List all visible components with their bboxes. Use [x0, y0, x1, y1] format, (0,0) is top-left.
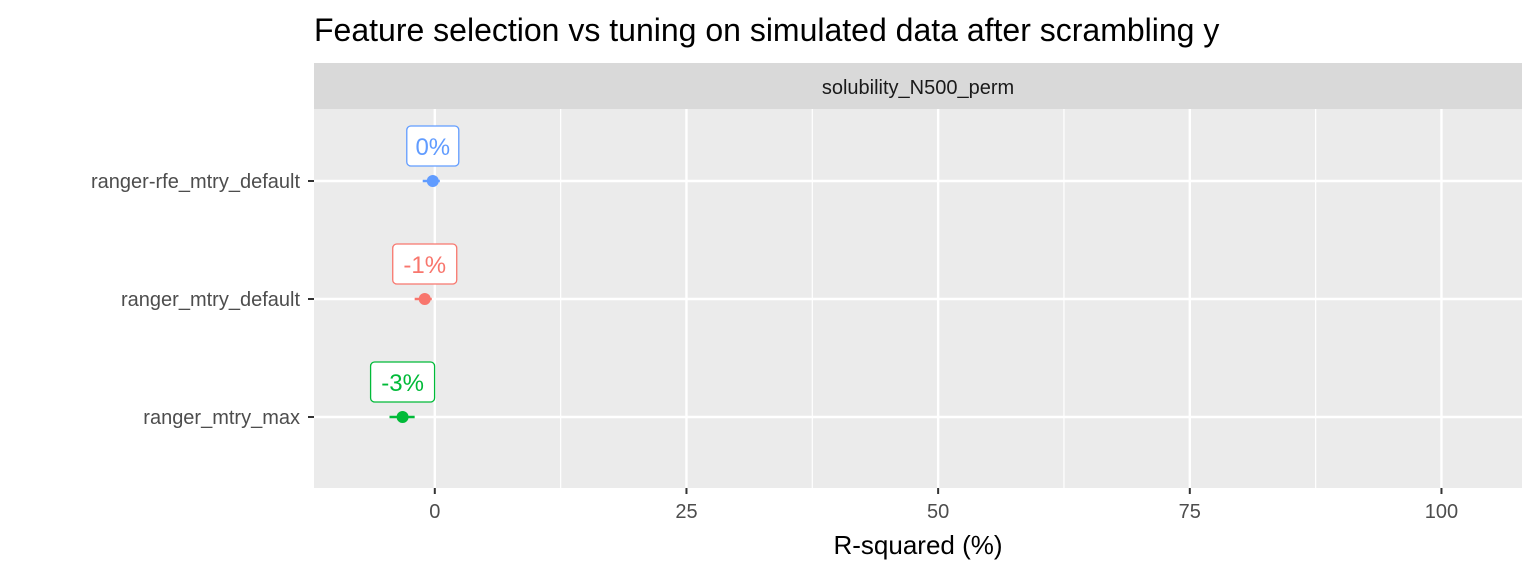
data-point	[426, 175, 439, 187]
x-tick-label: 25	[675, 501, 697, 523]
data-label: -3%	[381, 370, 424, 397]
data-label-box	[406, 125, 460, 167]
x-tick-label: 75	[1179, 501, 1201, 523]
y-axis: ranger-rfe_mtry_default ranger_mtry_defau…	[91, 171, 314, 429]
data-point	[418, 293, 431, 305]
data-label-box	[369, 361, 436, 403]
chart-title: Feature selection vs tuning on simulated…	[314, 12, 1219, 48]
major-gridlines	[314, 109, 1522, 488]
facet-strip-label: solubility_N500_perm	[822, 77, 1014, 99]
data-label-box	[392, 243, 458, 285]
y-tick-label: ranger-rfe_mtry_default	[91, 171, 300, 193]
x-tick-label: 100	[1425, 501, 1458, 523]
x-tick-label: 50	[927, 501, 949, 523]
data-label: 0%	[415, 134, 450, 161]
x-axis: 0 25 50 75 100	[429, 488, 1458, 523]
x-tick-label: 0	[429, 501, 440, 523]
data-point	[396, 411, 409, 423]
y-tick-label: ranger_mtry_max	[143, 407, 300, 429]
facet-strip	[314, 63, 1522, 109]
x-axis-title: R-squared (%)	[833, 530, 1002, 560]
y-tick-label: ranger_mtry_default	[121, 289, 300, 311]
data-label: -1%	[403, 252, 446, 279]
data-marks: 0% -1% -3%	[369, 125, 460, 423]
